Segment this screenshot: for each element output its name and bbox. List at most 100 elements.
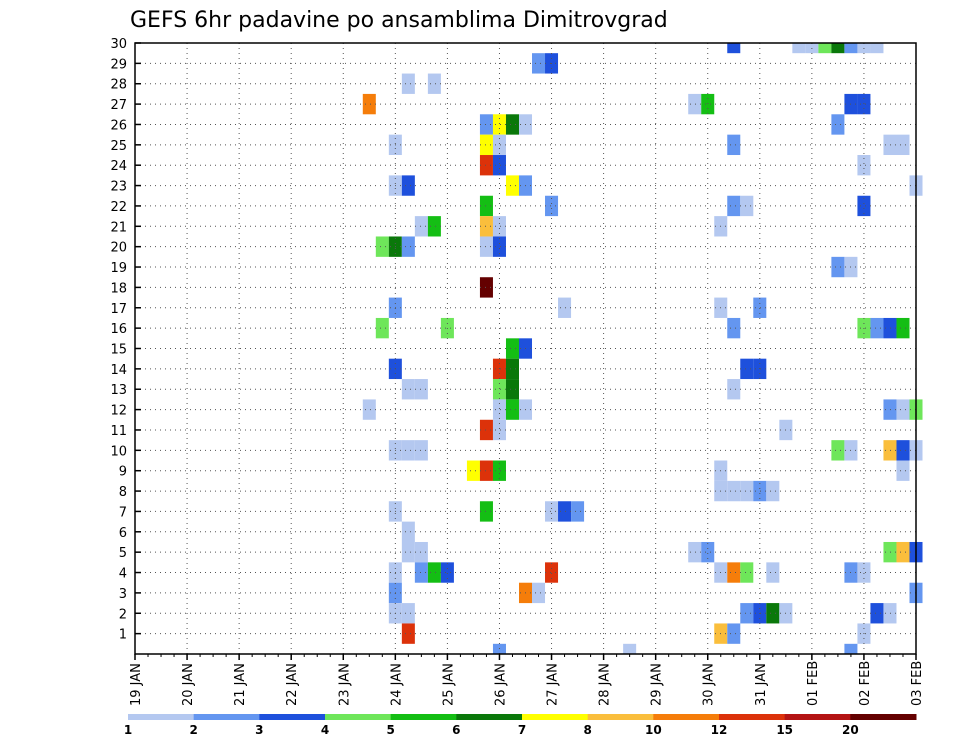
legend-swatch <box>719 714 786 720</box>
heatmap-cell <box>844 43 858 54</box>
x-tick-label: 24 JAN <box>389 663 404 706</box>
heatmap-cell <box>857 195 871 217</box>
y-tick-label: 3 <box>119 587 127 602</box>
heatmap-cell <box>571 501 585 522</box>
heatmap-cell <box>401 73 415 94</box>
heatmap-cell <box>766 562 780 583</box>
x-tick-label: 26 JAN <box>493 663 508 706</box>
heatmap-cell <box>831 440 845 461</box>
heatmap-cell <box>727 195 741 217</box>
heatmap-cell <box>896 399 910 420</box>
heatmap-cell <box>870 603 884 624</box>
y-tick-label: 21 <box>110 220 127 235</box>
heatmap-cell <box>857 155 871 176</box>
heatmap-cell <box>532 582 546 604</box>
heatmap-cell <box>727 480 741 502</box>
heatmap-cell <box>479 501 493 522</box>
heatmap-cell <box>844 643 858 654</box>
heatmap-cell <box>401 175 415 196</box>
heatmap-cell <box>831 114 845 135</box>
heatmap-cell <box>414 216 428 237</box>
x-tick-label: 25 JAN <box>441 663 456 706</box>
y-tick-label: 30 <box>110 37 127 52</box>
heatmap-cell <box>688 93 702 115</box>
heatmap-cell <box>883 603 897 624</box>
heatmap-cell <box>427 73 441 94</box>
x-tick-label: 19 JAN <box>129 663 144 706</box>
legend-swatch <box>522 714 589 720</box>
legend-level-label: 8 <box>583 723 591 737</box>
heatmap-cell <box>505 175 519 196</box>
y-tick-label: 9 <box>119 465 127 480</box>
y-tick-label: 28 <box>110 78 127 93</box>
legend-level-label: 12 <box>711 723 728 737</box>
y-tick-label: 7 <box>119 505 127 520</box>
y-tick-label: 2 <box>119 607 127 622</box>
heatmap-cell <box>401 236 415 257</box>
heatmap-cell <box>505 399 519 420</box>
y-tick-label: 10 <box>110 444 127 459</box>
heatmap-cell <box>740 195 754 217</box>
heatmap-cell <box>857 93 871 115</box>
legend-level-label: 15 <box>776 723 793 737</box>
heatmap-cell <box>479 155 493 176</box>
heatmap-cell <box>727 317 741 339</box>
y-tick-label: 6 <box>119 526 127 541</box>
y-tick-label: 26 <box>110 118 127 133</box>
legend-swatch <box>259 714 326 720</box>
y-tick-label: 27 <box>110 98 127 113</box>
x-tick-label: 28 JAN <box>598 663 613 706</box>
x-tick-label: 29 JAN <box>650 663 665 706</box>
heatmap-cell <box>883 399 897 420</box>
heatmap-cell <box>896 134 910 156</box>
heatmap-cell <box>545 195 559 217</box>
heatmap-cell <box>414 562 428 583</box>
legend-level-label: 4 <box>321 723 329 737</box>
heatmap-cell <box>766 480 780 502</box>
heatmap-cell <box>492 114 506 135</box>
legend-level-label: 6 <box>452 723 460 737</box>
color-legend: 1 2 3 4 5 6 7 8 10 12 15 20 <box>124 714 917 737</box>
legend-swatch <box>193 714 260 720</box>
legend-level-label: 10 <box>645 723 662 737</box>
legend-level-label: 1 <box>124 723 132 737</box>
x-axis: 19 JAN 20 JAN 21 JAN 22 JAN 23 JAN 24 JAN 25 J… <box>129 654 925 706</box>
x-tick-label: 27 JAN <box>546 663 561 706</box>
x-tick-label: 01 FEB <box>806 661 821 706</box>
heatmap-cell <box>857 562 871 583</box>
y-tick-label: 29 <box>110 57 127 72</box>
y-tick-label: 1 <box>119 628 127 643</box>
heatmap-cell <box>414 379 428 400</box>
y-tick-label: 14 <box>110 363 127 378</box>
heatmap-cell <box>492 155 506 176</box>
heatmap-cell <box>727 379 741 400</box>
y-tick-label: 24 <box>110 159 127 174</box>
heatmap-cell <box>492 379 506 400</box>
legend-level-label: 20 <box>842 723 859 737</box>
heatmap-cell <box>558 501 572 522</box>
heatmap-cell <box>427 562 441 583</box>
legend-level-label: 7 <box>518 723 526 737</box>
heatmap-cell <box>740 358 754 380</box>
heatmap-cell <box>505 379 519 400</box>
heatmap-cell <box>362 399 376 420</box>
y-axis: 1234567891011121314151617181920212223242… <box>110 37 141 643</box>
heatmap-cell <box>701 541 715 563</box>
y-tick-label: 25 <box>110 139 127 154</box>
x-tick-label: 03 FEB <box>910 661 925 706</box>
heatmap-cell <box>545 562 559 583</box>
heatmap-cell <box>870 317 884 339</box>
heatmap-cell <box>505 114 519 135</box>
heatmap-cell <box>375 317 389 339</box>
heatmap-cell <box>727 43 741 54</box>
y-tick-label: 4 <box>119 567 127 582</box>
heatmap-cell <box>727 134 741 156</box>
heatmap-cell <box>740 480 754 502</box>
heatmap-cell <box>766 603 780 624</box>
heatmap-cell <box>740 603 754 624</box>
heatmap-cell <box>883 317 897 339</box>
y-tick-label: 20 <box>110 241 127 256</box>
heatmap-cell <box>753 480 767 502</box>
heatmap-cell <box>375 236 389 257</box>
heatmap-cell <box>831 256 845 278</box>
